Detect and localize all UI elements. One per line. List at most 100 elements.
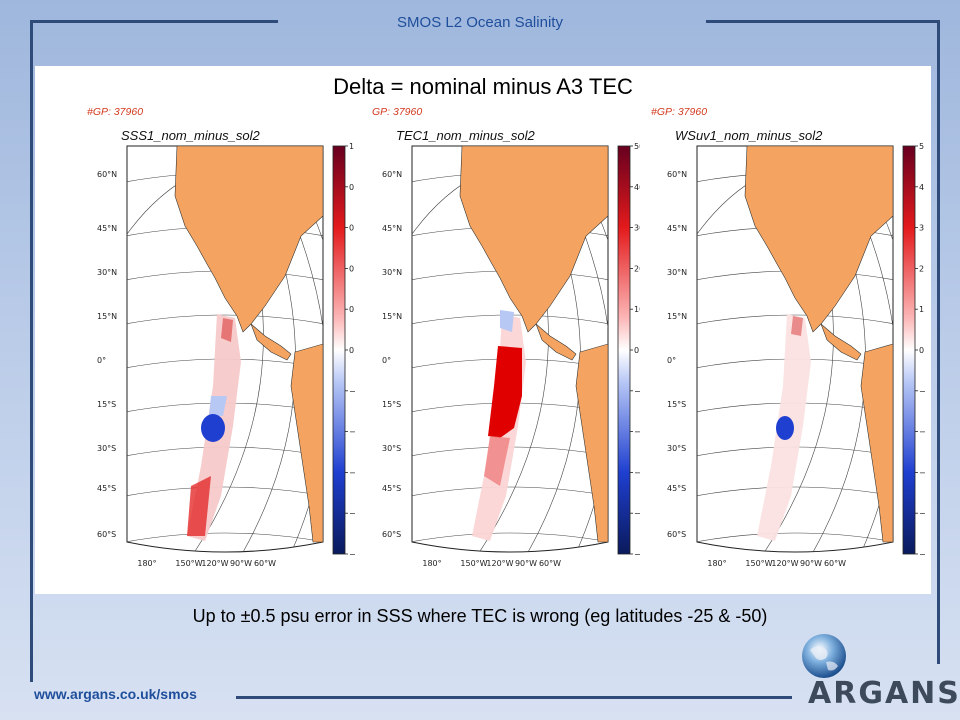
colorbar-tick-label: 50: [634, 142, 640, 151]
longitude-label: 60°W: [254, 559, 276, 568]
south-america-landmass: [290, 343, 323, 543]
central-america-landmass: [820, 323, 862, 361]
longitude-label: 120°W: [201, 559, 228, 568]
colorbar-tick-label: −30: [634, 468, 640, 477]
colorbar-tick-label: −2: [919, 428, 925, 437]
colorbar-tick-label: 10: [634, 305, 640, 314]
latitude-label: 15°S: [97, 400, 116, 409]
frame-bottom: [236, 696, 792, 699]
longitude-label: 60°W: [824, 559, 846, 568]
latitude-label: 15°S: [382, 400, 401, 409]
map-title: TEC1_nom_minus_sol2: [396, 128, 535, 143]
colorbar: [617, 145, 631, 555]
latitude-label: 30°N: [97, 268, 117, 277]
colorbar-tick-label: −20: [634, 428, 640, 437]
colorbar-tick-label: 2: [919, 264, 924, 273]
colorbar-tick-label: 5: [919, 142, 924, 151]
colorbar-tick-label: −0.6: [349, 468, 355, 477]
colorbar-tick-label: −1.0: [349, 550, 355, 559]
colorbar-tick-label: −0.8: [349, 509, 355, 518]
map-title: SSS1_nom_minus_sol2: [121, 128, 260, 143]
colorbar-tick-label: 30: [634, 224, 640, 233]
colorbar-tick-label: 0.6: [349, 224, 355, 233]
longitude-label: 90°W: [230, 559, 252, 568]
colorbar-tick-label: −1: [919, 387, 925, 396]
frame-left: [30, 20, 33, 682]
figure-panel: Delta = nominal minus A3 TEC #GP: 37960 …: [35, 66, 931, 594]
latitude-label: 0°: [667, 356, 676, 365]
logo-text: ARGANS: [808, 676, 960, 711]
longitude-label: 60°W: [539, 559, 561, 568]
latitude-label: 30°S: [382, 444, 401, 453]
latitude-label: 45°N: [382, 224, 402, 233]
longitude-label: 120°W: [486, 559, 513, 568]
latitude-label: 60°N: [382, 170, 402, 179]
colorbar-tick-label: 1.0: [349, 142, 355, 151]
map-panel-tec: GP: 37960 TEC1_nom_minus_sol2 60°N 45°N 30…: [350, 66, 640, 594]
latitude-label: 15°S: [667, 400, 686, 409]
latitude-label: 15°N: [382, 312, 402, 321]
slide-title: Delta = nominal minus A3 TEC: [333, 74, 633, 99]
gp-label: #GP: 37960: [87, 106, 144, 118]
colorbar-tick-label: −4: [919, 509, 925, 518]
north-america-landmass: [744, 146, 893, 333]
swath-data: [187, 314, 241, 541]
colorbar-tick-label: −3: [919, 468, 925, 477]
globe-icon: [802, 634, 846, 678]
colorbar-tick-label: 40: [634, 183, 640, 192]
latitude-label: 45°S: [97, 484, 116, 493]
longitude-label: 180°: [707, 559, 726, 568]
colorbar-tick-label: 3: [919, 224, 924, 233]
latitude-label: 60°N: [97, 170, 117, 179]
latitude-label: 45°N: [97, 224, 117, 233]
frame-top-right: [706, 20, 940, 23]
latitude-label: 15°N: [667, 312, 687, 321]
south-america-landmass: [860, 343, 893, 543]
latitude-label: 60°S: [97, 530, 116, 539]
latitude-label: 30°S: [97, 444, 116, 453]
colorbar-tick-label: −50: [634, 550, 640, 559]
colorbar-tick-label: 4: [919, 183, 924, 192]
colorbar-tick-label: 0.2: [349, 305, 355, 314]
longitude-label: 180°: [422, 559, 441, 568]
colorbar-tick-label: −0.4: [349, 428, 355, 437]
colorbar-tick-label: −0.2: [349, 387, 355, 396]
footer-url-link[interactable]: www.argans.co.uk/smos: [34, 686, 197, 702]
colorbar-tick-label: 0: [919, 346, 924, 355]
longitude-label: 150°W: [175, 559, 202, 568]
colorbar-tick-label: 0: [634, 346, 639, 355]
latitude-label: 0°: [382, 356, 391, 365]
colorbar: [332, 145, 346, 555]
colorbar-tick-label: 1: [919, 305, 924, 314]
longitude-label: 180°: [137, 559, 156, 568]
latitude-label: 15°N: [97, 312, 117, 321]
map-panel-sss: #GP: 37960 SSS1_nom_minus_sol2 60°N 45°N 3…: [65, 66, 355, 594]
latitude-label: 45°N: [667, 224, 687, 233]
latitude-label: 60°N: [667, 170, 687, 179]
swath-data: [757, 314, 811, 541]
longitude-label: 120°W: [771, 559, 798, 568]
colorbar: [902, 145, 916, 555]
central-america-landmass: [535, 323, 577, 361]
latitude-label: 60°S: [382, 530, 401, 539]
colorbar-tick-label: −5: [919, 550, 925, 559]
latitude-label: 45°S: [382, 484, 401, 493]
latitude-label: 60°S: [667, 530, 686, 539]
longitude-label: 90°W: [800, 559, 822, 568]
colorbar-tick-label: 0.8: [349, 183, 355, 192]
colorbar-tick-label: −40: [634, 509, 640, 518]
map-panel-wsuv: #GP: 37960 WSuv1_nom_minus_sol2 60°N 45°N…: [635, 66, 925, 594]
argans-logo: ARGANS: [796, 632, 959, 718]
slide-caption: Up to ±0.5 psu error in SSS where TEC is…: [192, 606, 768, 626]
colorbar-tick-label: 0.4: [349, 264, 355, 273]
frame-top-left: [30, 20, 278, 23]
longitude-label: 150°W: [460, 559, 487, 568]
colorbar-tick-label: 20: [634, 264, 640, 273]
latitude-label: 30°N: [667, 268, 687, 277]
north-america-landmass: [459, 146, 608, 333]
south-america-landmass: [575, 343, 608, 543]
central-america-landmass: [250, 323, 292, 361]
